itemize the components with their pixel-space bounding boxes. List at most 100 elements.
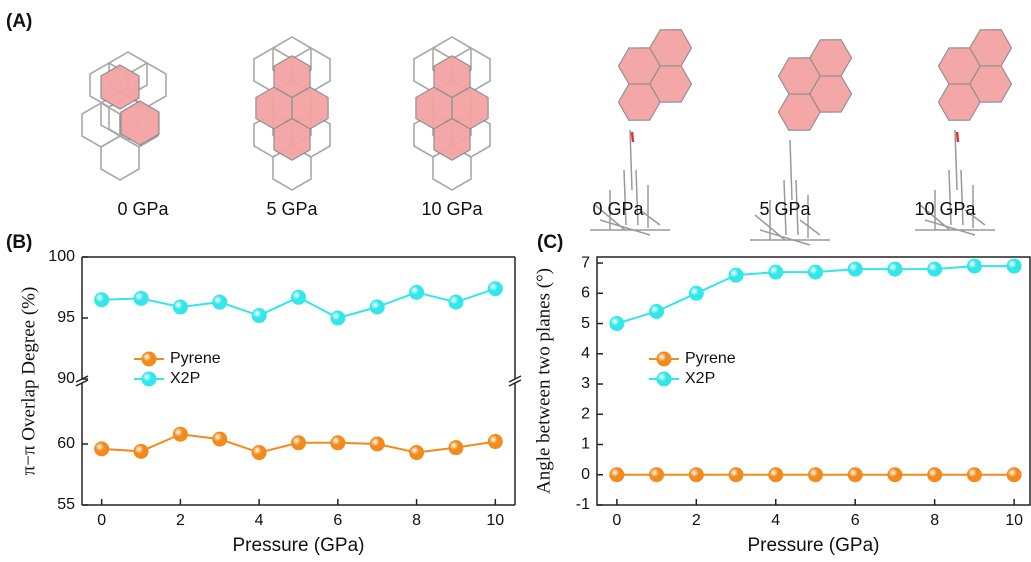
marker: [1006, 258, 1022, 274]
y-tick-label: 7: [581, 254, 590, 271]
axis-break: [75, 379, 89, 387]
y-axis-title: Angle between two planes (°): [533, 268, 554, 494]
x-tick-label: 0: [612, 512, 621, 529]
marker: [688, 285, 704, 301]
marker: [1006, 467, 1022, 483]
panel-label: (C): [537, 232, 563, 253]
marker: [807, 467, 823, 483]
marker: [212, 294, 228, 310]
marker: [609, 316, 625, 332]
marker: [291, 435, 306, 451]
x-tick-label: 2: [176, 512, 185, 529]
x-tick-label: 8: [930, 512, 939, 529]
molecule-top-0: [81, 51, 167, 181]
marker: [487, 281, 503, 297]
legend-label: X2P: [170, 370, 200, 387]
x-tick-label: 10: [1005, 512, 1023, 529]
legend-label: Pyrene: [685, 350, 736, 367]
marker: [887, 261, 903, 277]
caption: 10 GPa: [914, 199, 976, 219]
marker: [847, 261, 863, 277]
caption: 10 GPa: [421, 199, 483, 219]
panel-label: (B): [6, 232, 32, 253]
marker: [133, 443, 149, 459]
molecule-top-10: [413, 36, 491, 191]
marker: [172, 299, 188, 315]
marker: [448, 294, 464, 310]
marker: [94, 441, 110, 457]
y-tick-label: 4: [581, 345, 590, 362]
marker: [172, 426, 188, 442]
x-tick-label: 10: [486, 512, 504, 529]
marker: [688, 467, 704, 483]
marker: [291, 289, 306, 305]
legend-label: Pyrene: [170, 350, 221, 367]
panel-label: (A): [6, 11, 32, 32]
marker: [649, 467, 665, 483]
caption: 5 GPa: [266, 199, 318, 219]
x-axis-title: Pressure (GPa): [233, 535, 365, 556]
marker: [768, 467, 784, 483]
marker: [448, 440, 464, 456]
y-tick-label: 95: [57, 309, 75, 326]
marker: [728, 267, 744, 283]
axis-break: [508, 379, 522, 387]
y-tick-label: 6: [581, 285, 590, 302]
marker: [251, 445, 267, 461]
caption: 5 GPa: [759, 199, 811, 219]
x-tick-label: 4: [771, 512, 780, 529]
axis-break: [508, 375, 522, 383]
marker: [409, 445, 425, 461]
x-tick-label: 6: [851, 512, 860, 529]
y-tick-label: 100: [48, 248, 75, 265]
marker: [251, 308, 267, 324]
y-tick-label: -1: [576, 496, 590, 513]
marker: [369, 299, 385, 315]
molecule-top-5: [253, 36, 331, 191]
x-tick-label: 8: [412, 512, 421, 529]
y-tick-label: 0: [581, 466, 590, 483]
marker: [487, 434, 503, 450]
marker: [807, 264, 823, 280]
caption: 0 GPa: [592, 199, 644, 219]
marker: [212, 431, 228, 447]
x-tick-label: 0: [97, 512, 106, 529]
y-tick-label: 60: [57, 435, 75, 452]
marker: [966, 258, 982, 274]
y-tick-label: 3: [581, 375, 590, 392]
y-tick-label: 1: [581, 436, 590, 453]
y-tick-label: 5: [581, 315, 590, 332]
y-tick-label: 2: [581, 405, 590, 422]
legend-marker: [656, 351, 672, 367]
y-tick-label: 90: [57, 370, 75, 387]
x-tick-label: 2: [692, 512, 701, 529]
marker: [330, 435, 346, 451]
marker: [94, 292, 110, 308]
marker: [768, 264, 784, 280]
legend-marker: [141, 351, 157, 367]
molecule-side-0: [589, 11, 713, 236]
marker: [927, 467, 943, 483]
x-tick-label: 4: [255, 512, 264, 529]
marker: [966, 467, 982, 483]
marker: [649, 303, 665, 319]
plot-frame: [596, 256, 1031, 506]
caption: 0 GPa: [117, 199, 169, 219]
marker: [887, 467, 903, 483]
y-axis-title: π−π Overlap Degree (%): [18, 287, 39, 476]
legend-marker: [141, 371, 157, 387]
x-axis-title: Pressure (GPa): [748, 535, 880, 556]
y-tick-label: 55: [57, 496, 75, 513]
molecule-side-10: [914, 11, 1031, 236]
legend-label: X2P: [685, 370, 715, 387]
marker: [847, 467, 863, 483]
marker: [609, 467, 625, 483]
legend-marker: [656, 371, 672, 387]
x-tick-label: 6: [333, 512, 342, 529]
marker: [927, 261, 943, 277]
marker: [728, 467, 744, 483]
marker: [369, 436, 385, 452]
marker: [409, 284, 425, 300]
marker: [330, 310, 346, 326]
